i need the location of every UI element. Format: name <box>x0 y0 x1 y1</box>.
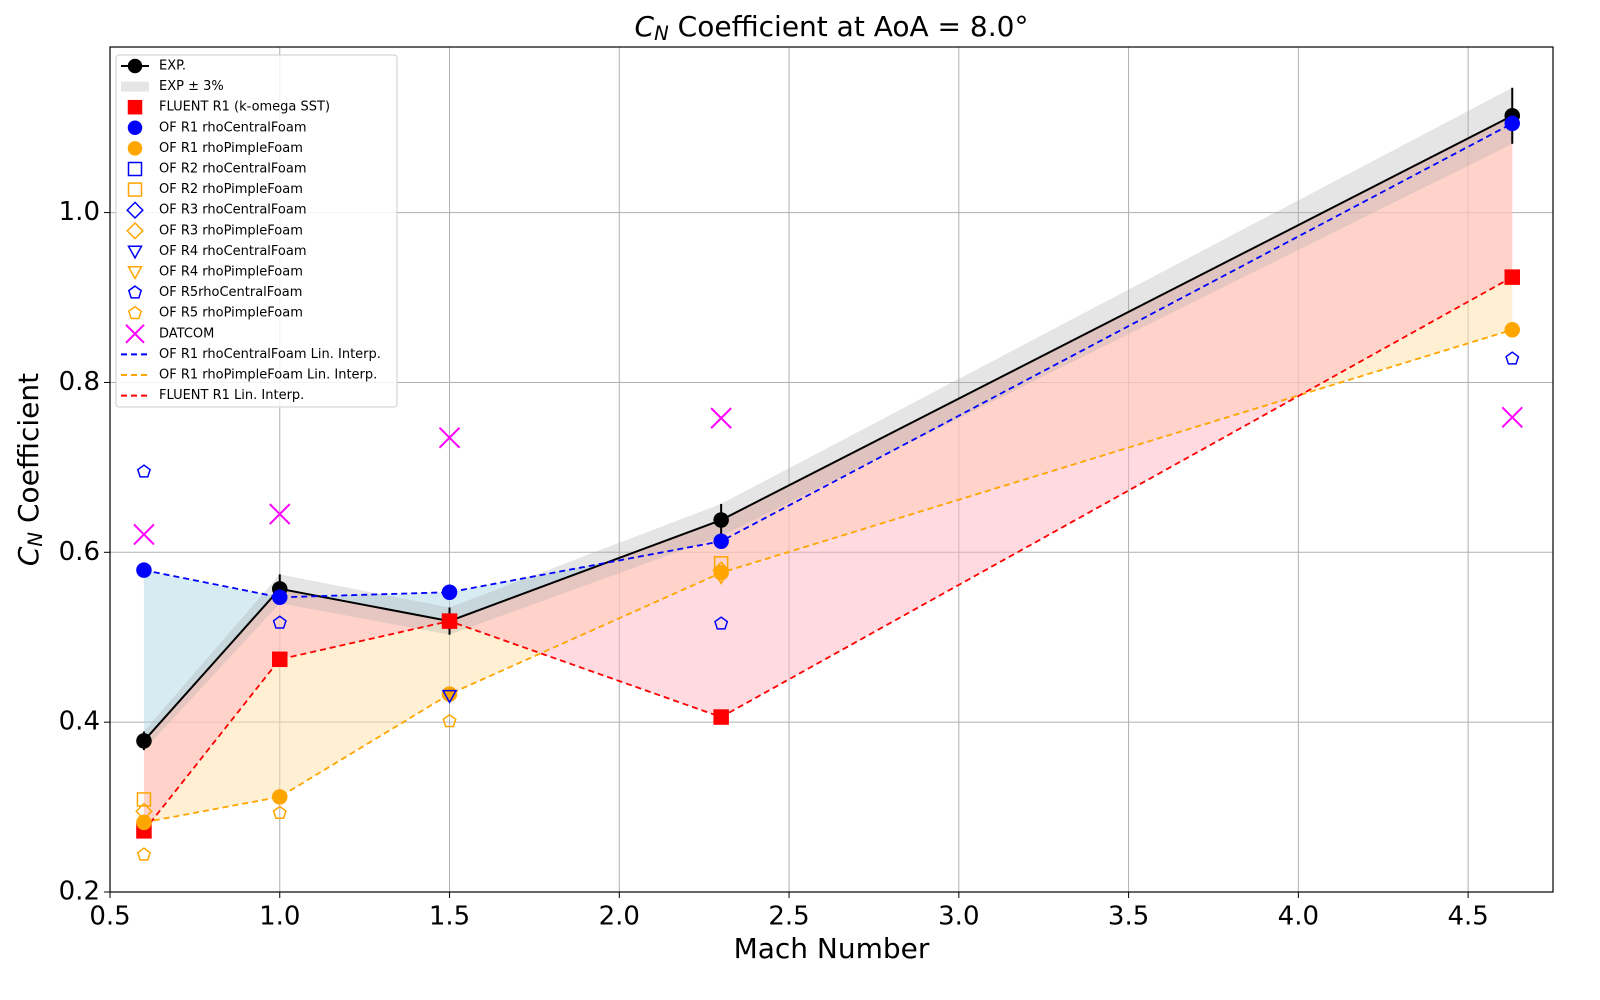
legend-label: OF R4 rhoCentralFoam <box>159 244 307 259</box>
x-axis-label: Mach Number <box>734 932 930 965</box>
chart-title-symbol: C <box>635 10 655 43</box>
legend-label: OF R5rhoCentralFoam <box>159 285 302 300</box>
legend-label: FLUENT R1 (k-omega SST) <box>159 100 330 115</box>
y-axis-label: CN Coefficient <box>12 373 47 566</box>
marker <box>272 805 287 820</box>
marker <box>136 847 152 861</box>
y-axis-label-subscript: N <box>24 532 47 547</box>
marker <box>1504 322 1521 338</box>
legend-swatch <box>121 81 149 92</box>
legend-label: OF R2 rhoPimpleFoam <box>159 182 303 197</box>
marker <box>1504 115 1521 132</box>
marker <box>127 120 143 136</box>
y-tick-label: 0.4 <box>59 707 100 737</box>
marker <box>136 562 152 578</box>
marker <box>127 99 143 115</box>
legend-label: OF R1 rhoCentralFoam <box>159 120 307 135</box>
marker <box>127 245 143 260</box>
marker <box>136 814 152 831</box>
marker <box>127 141 143 156</box>
marker <box>1501 406 1523 428</box>
y-tick-label: 0.8 <box>59 367 100 397</box>
x-tick-label: 3.0 <box>938 902 979 932</box>
marker <box>713 709 729 725</box>
marker <box>136 464 152 478</box>
x-tick-label: 1.0 <box>259 902 300 932</box>
marker <box>441 689 458 704</box>
legend-label: FLUENT R1 Lin. Interp. <box>159 388 304 403</box>
marker <box>442 713 457 728</box>
legend-label: OF R1 rhoCentralFoam Lin. Interp. <box>159 347 381 362</box>
marker <box>272 651 288 668</box>
labels: 0.5 1.0 1.5 2.0 2.5 3.0 3.5 4.0 4.5 0.2 0.4 0.6 0.8 1… <box>12 10 1489 965</box>
legend-label: OF R5 rhoPimpleFoam <box>159 306 303 321</box>
y-axis-label-text: Coefficient <box>12 373 45 532</box>
marker <box>125 324 145 344</box>
plot-frame <box>109 46 1554 893</box>
x-tick-label: 1.5 <box>429 902 470 932</box>
marker <box>272 589 288 606</box>
marker <box>133 523 155 546</box>
marker <box>127 285 143 299</box>
legend-label: EXP. <box>159 59 186 74</box>
legend-label: EXP ± 3% <box>159 79 224 94</box>
marker <box>127 266 143 281</box>
marker <box>713 533 729 550</box>
marker <box>1504 269 1521 285</box>
legend-label: OF R3 rhoPimpleFoam <box>159 223 303 238</box>
y-tick-label: 1.0 <box>59 197 100 227</box>
chart-title: CN Coefficient at AoA = 8.0° <box>635 10 1029 45</box>
x-tick-label: 2.5 <box>768 902 809 932</box>
legend-label: OF R3 rhoCentralFoam <box>159 203 307 218</box>
chart-title-subscript: N <box>654 22 669 45</box>
marker <box>714 616 729 630</box>
marker <box>135 802 153 821</box>
marker <box>710 407 732 429</box>
marker <box>438 426 461 449</box>
series-line <box>143 328 1513 824</box>
x-tick-label: 4.0 <box>1278 902 1319 932</box>
y-axis-label-symbol: C <box>12 546 45 566</box>
x-tick-label: 0.5 <box>89 902 130 932</box>
legend-label: OF R4 rhoPimpleFoam <box>159 265 303 280</box>
marker <box>1505 351 1520 365</box>
marker <box>127 305 143 320</box>
marker <box>127 182 143 197</box>
y-tick-label: 0.2 <box>59 877 100 907</box>
legend-label: OF R2 rhoCentralFoam <box>159 162 307 177</box>
legend-label: OF R1 rhoPimpleFoam Lin. Interp. <box>159 368 377 383</box>
marker <box>441 613 458 629</box>
marker <box>126 221 144 240</box>
fill-area <box>143 115 1513 831</box>
marker <box>713 556 729 571</box>
marker <box>441 584 458 600</box>
x-tick-label: 2.0 <box>599 902 640 932</box>
marker <box>269 503 291 525</box>
marker <box>713 512 729 528</box>
x-tick-label: 4.5 <box>1447 902 1488 932</box>
chart-title-text: Coefficient at AoA = 8.0° <box>669 10 1029 43</box>
x-tick-label: 3.5 <box>1108 902 1149 932</box>
marker <box>136 733 152 749</box>
marker <box>712 561 731 579</box>
marker <box>272 615 287 629</box>
legend-label: OF R1 rhoPimpleFoam <box>159 141 303 156</box>
y-tick-label: 0.6 <box>59 537 100 567</box>
series-line <box>143 122 1513 599</box>
legend: EXP. EXP ± 3% FLUENT R1 (k-omega SST) OF R1… <box>115 54 398 408</box>
legend-box <box>115 54 398 408</box>
fills <box>143 87 1513 831</box>
marker <box>127 58 143 74</box>
marker <box>126 201 144 220</box>
marker <box>713 570 729 585</box>
legend-label: DATCOM <box>159 326 214 341</box>
marker <box>272 789 288 805</box>
marker <box>136 792 152 807</box>
marker <box>127 161 143 177</box>
markers <box>133 87 1523 861</box>
